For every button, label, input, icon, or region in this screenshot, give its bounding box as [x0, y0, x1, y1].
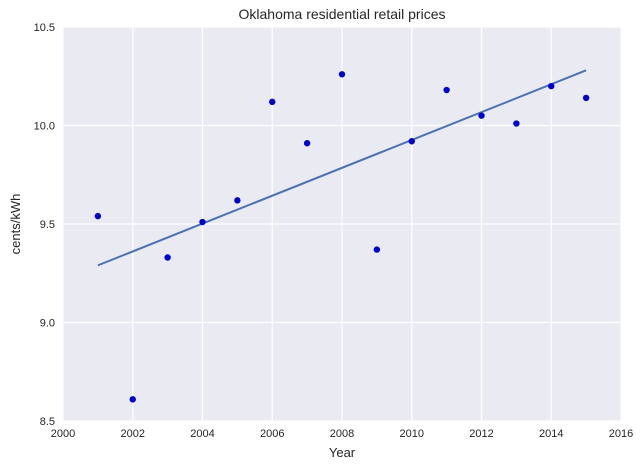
tick-labels: 2000 2002 2004 2006 2008 2010 2012 2014 2016 8.5 9… [34, 22, 634, 440]
scatter-point [199, 218, 206, 226]
scatter-point [338, 71, 346, 78]
scatter-points-layer [94, 71, 590, 403]
scatter-point [408, 138, 415, 145]
x-tick-label: 2006 [260, 428, 284, 440]
y-tick-label: 9.5 [40, 219, 55, 231]
y-tick-label: 8.5 [40, 416, 55, 428]
x-tick-label: 2016 [609, 428, 633, 440]
fit-line-layer [97, 69, 587, 267]
chart-title: Oklahoma residential retail prices [239, 6, 446, 22]
x-tick-label: 2004 [190, 428, 214, 440]
scatter-point [478, 112, 485, 119]
x-axis-label: Year [329, 445, 356, 460]
scatter-point [94, 212, 102, 220]
scatter-point [164, 254, 171, 261]
x-tick-label: 2012 [469, 428, 493, 440]
scatter-point [234, 197, 241, 204]
x-tick-label: 2014 [539, 428, 563, 440]
x-tick-label: 2010 [400, 428, 424, 440]
y-tick-label: 9.0 [40, 318, 55, 330]
y-tick-label: 10.0 [34, 121, 55, 133]
trend-line [97, 69, 587, 267]
x-tick-label: 2008 [330, 428, 354, 440]
x-tick-label: 2000 [51, 428, 75, 440]
x-tick-label: 2002 [121, 428, 145, 440]
scatter-point [373, 246, 381, 253]
scatter-point [303, 140, 311, 147]
scatter-point [582, 94, 590, 102]
scatter-point [548, 82, 555, 90]
y-axis-label: cents/kWh [8, 194, 23, 255]
scatter-point [443, 86, 450, 94]
scatter-point [513, 120, 520, 127]
scatter-point [129, 396, 136, 403]
scatter-point [269, 98, 276, 106]
y-tick-label: 10.5 [34, 22, 55, 34]
